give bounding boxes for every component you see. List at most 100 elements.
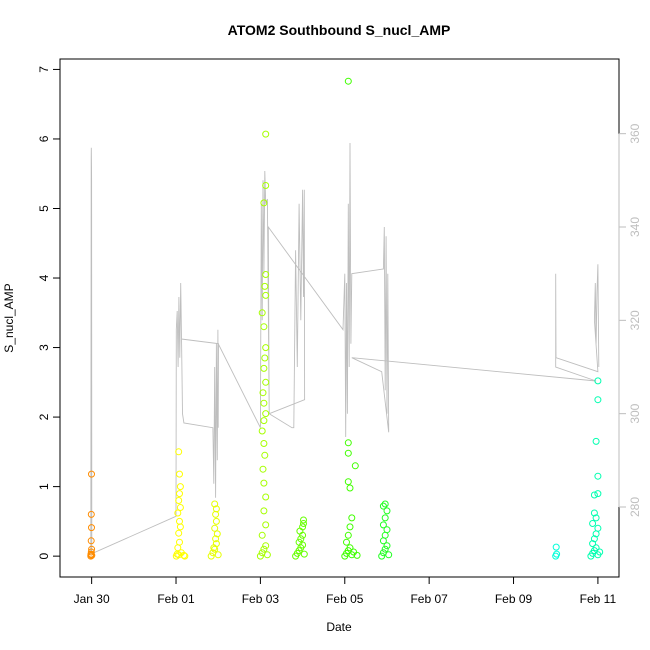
scatter-point: [175, 497, 183, 504]
scatter-point: [589, 540, 597, 548]
scatter-point: [262, 378, 270, 386]
scatter-point: [258, 309, 266, 317]
scatter-point: [300, 516, 307, 524]
y-tick-label: 6: [37, 135, 51, 142]
scatter-point: [260, 199, 268, 207]
x-axis-label: Date: [326, 620, 352, 634]
scatter-point: [262, 182, 270, 189]
scatter-point: [212, 535, 220, 543]
scatter-point: [180, 551, 188, 559]
scatter-point: [176, 517, 183, 525]
scatter-point: [260, 417, 268, 425]
scatter-point: [343, 538, 350, 546]
scatter-point: [213, 530, 221, 538]
scatter-point: [175, 529, 183, 537]
scatter-point: [87, 510, 95, 518]
y-tick-label: 0: [37, 552, 51, 559]
scatter-point: [300, 550, 308, 558]
scatter-point: [385, 551, 393, 559]
scatter-point: [176, 523, 184, 531]
scatter-point: [594, 524, 602, 532]
y-tick-label: 5: [37, 205, 51, 212]
chart-title: ATOM2 Southbound S_nucl_AMP: [228, 22, 451, 38]
scatter-points: [87, 77, 604, 560]
right-axis-line-series: [90, 142, 600, 555]
x-tick-label: Feb 03: [242, 592, 280, 606]
scatter-point: [383, 526, 391, 534]
scatter-point: [592, 544, 600, 552]
scatter-point: [260, 507, 268, 515]
scatter-point: [594, 472, 602, 480]
y2-tick-label: 300: [628, 403, 642, 423]
scatter-point: [381, 514, 389, 522]
scatter-point: [88, 551, 96, 559]
scatter-point: [594, 396, 602, 404]
scatter-point: [211, 500, 219, 508]
scatter-point: [87, 548, 95, 556]
scatter-point: [212, 505, 220, 513]
scatter-point: [346, 523, 354, 531]
scatter-point: [592, 514, 600, 522]
scatter-point: [262, 493, 270, 501]
line-series-path: [90, 142, 600, 555]
y2-tick-label: 280: [628, 497, 642, 517]
scatter-point: [262, 521, 270, 529]
scatter-point: [259, 389, 267, 397]
scatter-point: [262, 130, 270, 138]
y-axis-right: 280 300 320 340 360: [618, 123, 642, 517]
scatter-point: [353, 551, 361, 559]
scatter-point: [174, 509, 182, 517]
y-axis-label: S_nucl_AMP: [2, 283, 16, 352]
scatter-point: [259, 465, 267, 473]
x-tick-label: Feb 09: [495, 592, 533, 606]
scatter-point: [594, 377, 602, 385]
x-tick-label: Feb 11: [580, 592, 617, 606]
scatter-point: [553, 550, 561, 558]
scatter-point: [262, 271, 270, 278]
scatter-point: [381, 545, 389, 553]
scatter-point: [262, 291, 270, 299]
scatter-point: [260, 323, 268, 331]
scatter-point: [176, 470, 183, 478]
y-tick-label: 2: [37, 413, 51, 420]
scatter-point: [262, 542, 270, 550]
scatter-point: [381, 531, 389, 539]
scatter-point: [594, 490, 602, 498]
scatter-point: [351, 462, 359, 470]
scatter-point: [344, 531, 352, 539]
x-tick-label: Jan 30: [74, 592, 110, 606]
scatter-point: [173, 550, 181, 558]
x-tick-label: Feb 05: [326, 592, 364, 606]
scatter-point: [344, 77, 352, 85]
scatter-point: [299, 523, 307, 531]
scatter-point: [214, 551, 222, 559]
scatter-point: [263, 551, 271, 559]
scatter-point: [344, 439, 352, 447]
scatter-point: [174, 544, 182, 552]
y-tick-label: 7: [37, 66, 51, 73]
scatter-point: [176, 504, 184, 511]
scatter-point: [175, 448, 183, 456]
scatter-point: [258, 531, 266, 539]
scatter-point: [383, 542, 391, 550]
scatter-point: [176, 490, 183, 498]
y-tick-label: 1: [37, 483, 51, 490]
x-tick-label: Feb 07: [410, 592, 448, 606]
scatter-point: [261, 282, 269, 290]
scatter-point: [181, 552, 189, 560]
y2-tick-label: 340: [628, 217, 642, 237]
scatter-point: [260, 479, 268, 487]
scatter-point: [592, 437, 600, 445]
scatter-point: [207, 552, 215, 560]
scatter-point: [379, 521, 387, 529]
y-tick-label: 3: [37, 344, 51, 351]
scatter-point: [344, 449, 352, 457]
y-axis-left: 0 1 2 3 4 5 6 7: [37, 66, 61, 559]
y2-tick-label: 360: [628, 123, 642, 143]
scatter-point: [590, 535, 598, 543]
y-tick-label: 4: [37, 274, 51, 281]
scatter-point: [346, 484, 354, 492]
scatter-point: [260, 440, 268, 447]
scatter-point: [589, 520, 597, 527]
